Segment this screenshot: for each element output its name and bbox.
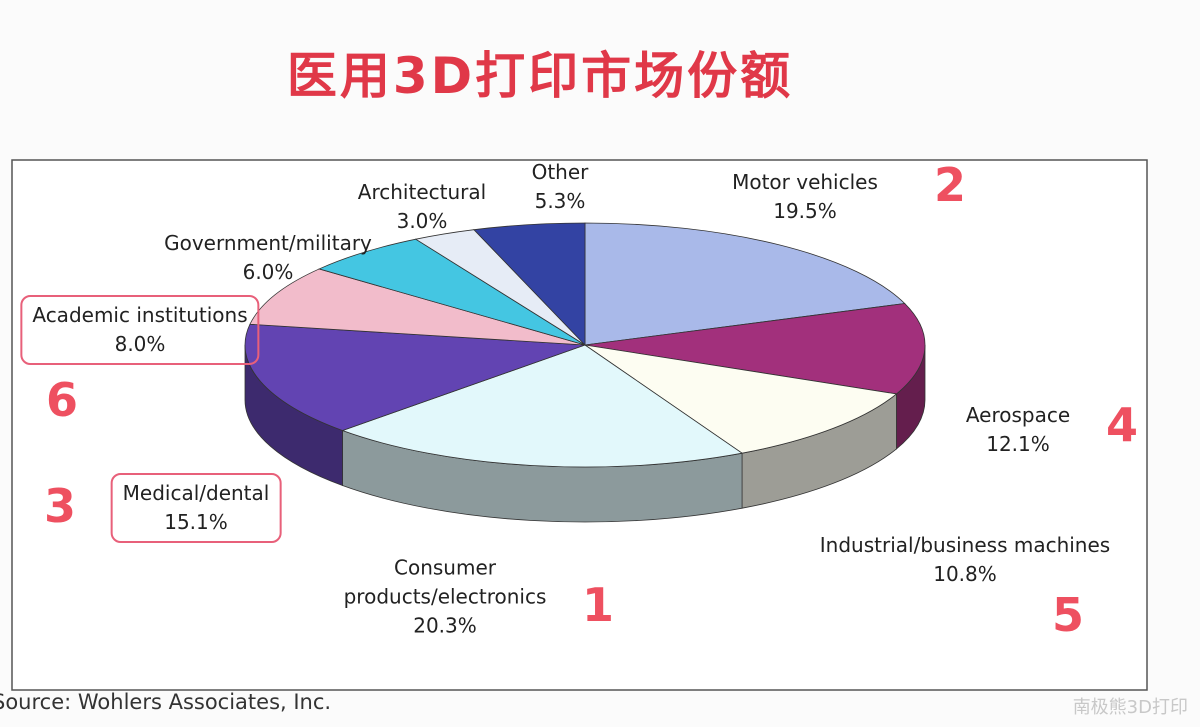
rank-label: 5	[1051, 588, 1085, 642]
slice-label: Medical/dental 15.1%	[110, 473, 282, 543]
category-label: Industrial/business machines	[819, 533, 1111, 557]
category-label: Other	[531, 160, 589, 184]
slice-label: Architectural 3.0%	[322, 178, 522, 236]
value-label: 3.0%	[396, 209, 448, 233]
rank-label: 1	[581, 578, 615, 632]
slice-label: Aerospace 12.1%	[918, 401, 1118, 459]
slice-label: Academic institutions 8.0%	[20, 295, 260, 365]
slice-label: Motor vehicles 19.5%	[665, 168, 945, 226]
slice	[584, 222, 906, 346]
watermark: 南极熊3D打印	[1072, 697, 1188, 718]
value-label: 20.3%	[413, 613, 477, 638]
rank-label: 2	[933, 158, 967, 212]
value-label: 6.0%	[242, 260, 294, 284]
category-label: Architectural	[357, 180, 487, 204]
slice	[244, 323, 586, 431]
value-label: 8.0%	[114, 332, 166, 356]
category-label: Academic institutions	[32, 303, 248, 327]
category-label: Consumer products/electronics	[343, 555, 547, 609]
value-label: 19.5%	[773, 199, 837, 223]
source: Source: Wohlers Associates, Inc.	[0, 690, 332, 714]
slice	[249, 268, 586, 346]
slice	[473, 222, 586, 346]
slice	[584, 344, 898, 454]
value-label: 10.8%	[933, 562, 997, 586]
rank-label: 6	[45, 373, 79, 427]
slice	[584, 303, 926, 395]
slice-label: Industrial/business machines 10.8%	[815, 531, 1115, 589]
category-label: Aerospace	[965, 403, 1071, 427]
slice-label: Other 5.3%	[500, 158, 620, 216]
rank-label: 3	[43, 479, 77, 533]
slice	[318, 238, 586, 346]
value-label: 12.1%	[986, 432, 1050, 456]
category-label: Government/military	[164, 231, 372, 255]
chart-title: 医用3D打印市场份额	[286, 47, 794, 105]
rank-label: 4	[1105, 398, 1139, 452]
category-label: Motor vehicles	[732, 170, 878, 194]
slice-label: Government/military 6.0%	[138, 229, 398, 287]
slice	[341, 344, 744, 468]
slice-label: Consumer products/electronics 20.3%	[315, 554, 575, 641]
category-label: Medical/dental	[122, 481, 270, 505]
value-label: 15.1%	[164, 510, 228, 534]
value-label: 5.3%	[534, 189, 586, 213]
